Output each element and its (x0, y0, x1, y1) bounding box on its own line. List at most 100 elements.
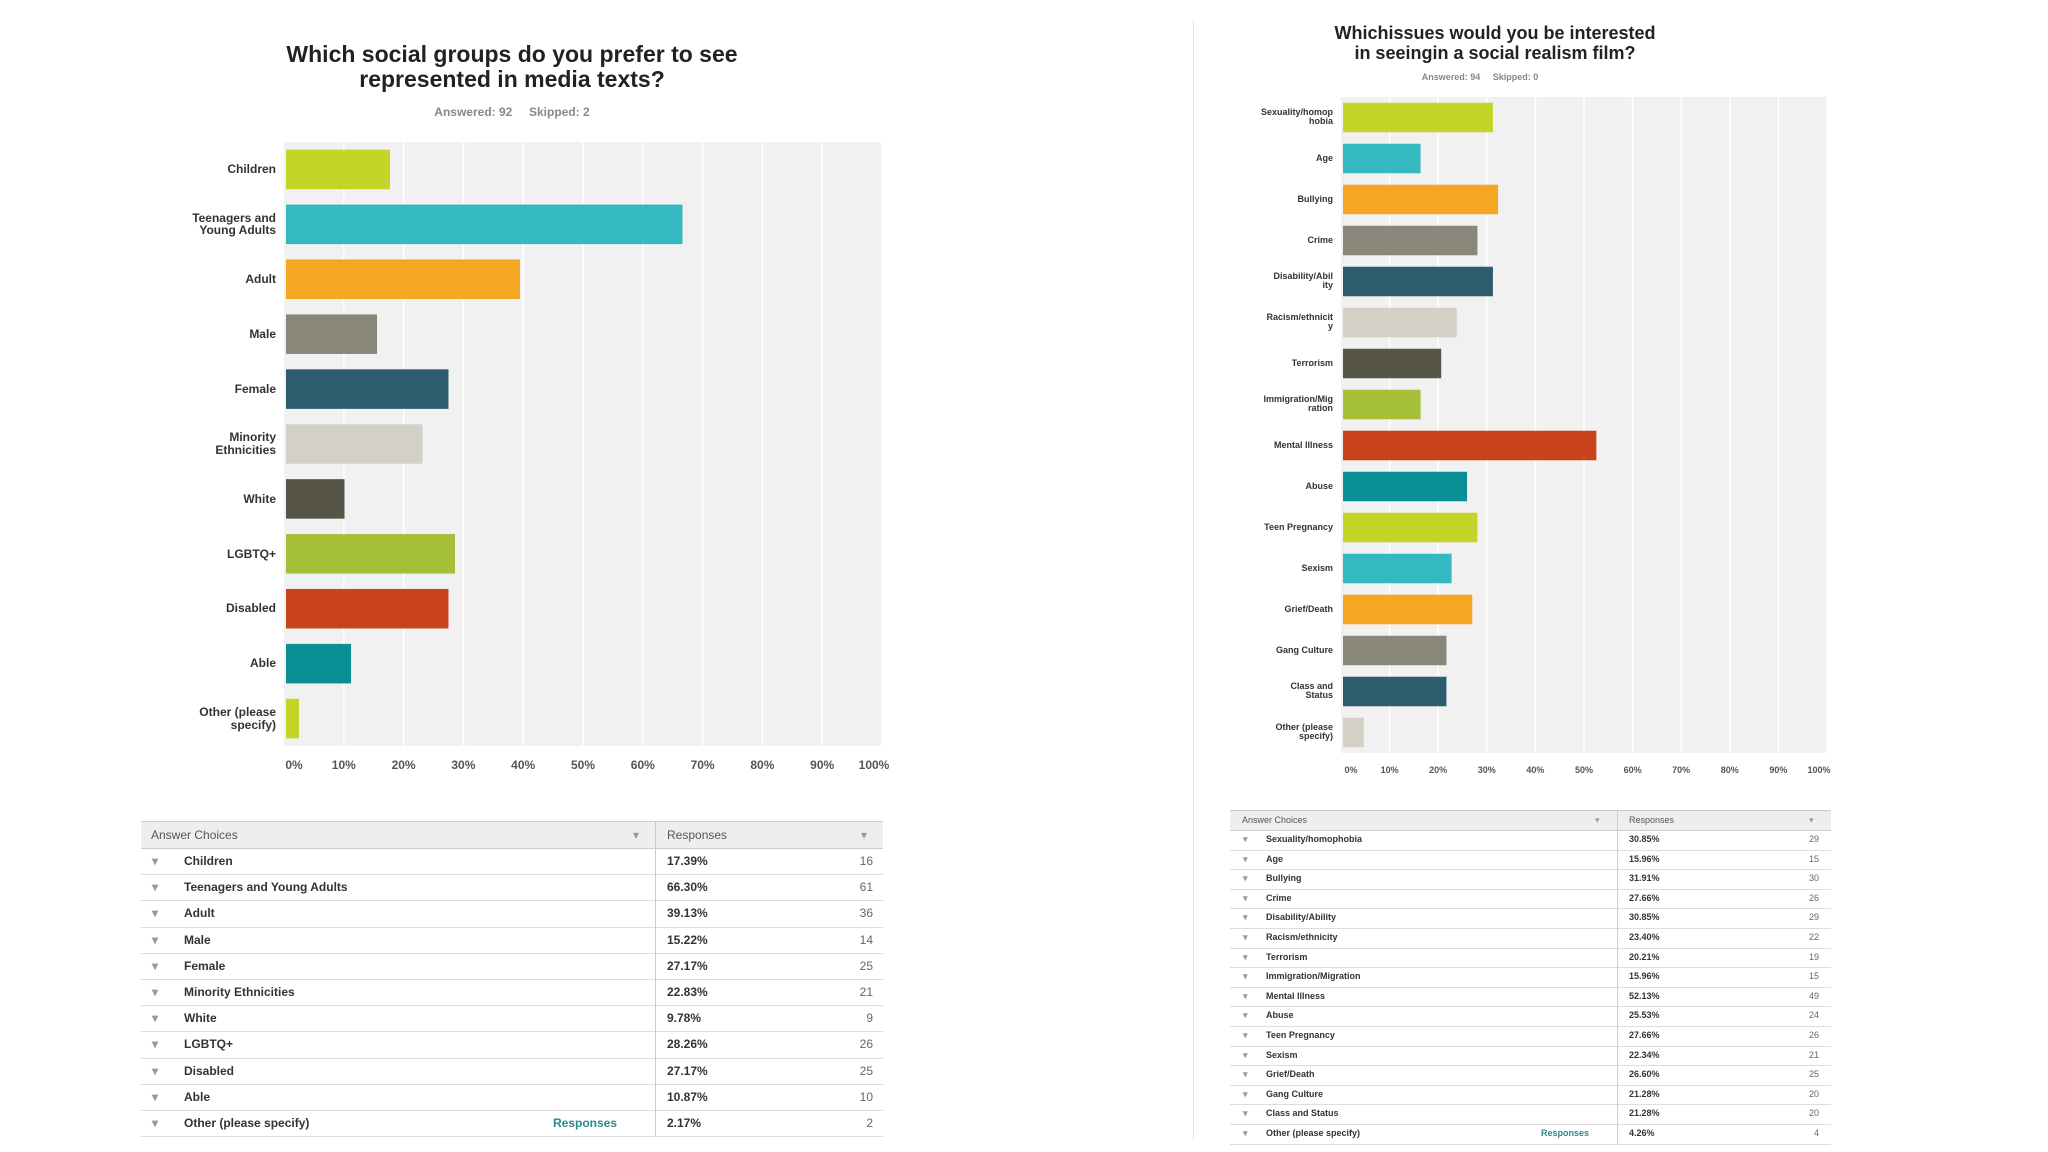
x-tick-label: 90% (810, 758, 835, 772)
x-tick-label: 60% (630, 758, 655, 772)
table-row: ▾ Crime 27.66% 26 (1230, 889, 1831, 910)
expand-caret-icon[interactable]: ▾ (1243, 971, 1248, 982)
answer-choice-label: Teenagers and Young Adults (184, 880, 348, 895)
bar-7 (1343, 389, 1421, 420)
x-tick-label: 90% (1769, 765, 1788, 775)
response-count: 26 (1808, 1030, 1819, 1040)
response-count: 19 (1808, 951, 1819, 962)
responses-link[interactable]: Responses (553, 1116, 618, 1130)
sort-caret-icon[interactable]: ▾ (633, 828, 640, 842)
x-tick-label: 40% (511, 758, 536, 772)
expand-caret-icon[interactable]: ▾ (152, 958, 159, 973)
x-tick-label: 60% (1623, 765, 1642, 775)
answer-choice-label: Sexuality/homophobia (1266, 834, 1363, 844)
response-count: 25 (859, 958, 873, 973)
table-row: ▾ Mental Illness 52.13% 49 (1230, 987, 1831, 1008)
responses-header[interactable]: Responses (667, 828, 728, 842)
response-percent: 21.28% (1629, 1088, 1660, 1099)
answer-choice-label: Other (please specify) (184, 1116, 310, 1130)
response-count: 4 (1813, 1128, 1819, 1138)
response-percent: 20.21% (1629, 951, 1660, 962)
table-row: ▾ Teen Pregnancy 27.66% 26 (1230, 1026, 1831, 1047)
expand-caret-icon[interactable]: ▾ (1243, 932, 1248, 942)
response-percent: 22.34% (1629, 1049, 1660, 1060)
expand-caret-icon[interactable]: ▾ (1243, 1049, 1248, 1060)
x-tick-label: 20% (391, 758, 416, 772)
answer-choice-label: White (184, 1011, 217, 1026)
table-row: ▾ LGBTQ+ 28.26% 26 (141, 1031, 883, 1059)
expand-caret-icon[interactable]: ▾ (152, 1089, 159, 1104)
expand-caret-icon[interactable]: ▾ (1243, 1010, 1248, 1021)
response-percent: 9.78% (667, 1011, 702, 1026)
category-label: Disabled (225, 601, 276, 616)
expand-caret-icon[interactable]: ▾ (1243, 990, 1248, 1001)
expand-caret-icon[interactable]: ▾ (1243, 853, 1248, 864)
category-label: Crime (1307, 234, 1333, 245)
category-label: Minority Ethnicities (215, 430, 276, 457)
category-label: Teenagers and Young Adults (192, 210, 276, 238)
expand-caret-icon[interactable]: ▾ (1243, 1069, 1248, 1080)
expand-caret-icon[interactable]: ▾ (152, 1116, 159, 1130)
expand-caret-icon[interactable]: ▾ (152, 1063, 159, 1078)
category-label: Gang Culture (1275, 644, 1333, 655)
x-tick-label: 0% (1344, 765, 1358, 775)
response-percent: 15.22% (667, 932, 708, 947)
expand-caret-icon[interactable]: ▾ (1243, 912, 1248, 923)
bar-1 (286, 204, 683, 245)
answer-choice-label: Terrorism (1266, 951, 1308, 962)
expand-caret-icon[interactable]: ▾ (152, 880, 159, 895)
sort-caret-icon[interactable]: ▾ (1809, 815, 1814, 825)
expand-caret-icon[interactable]: ▾ (152, 932, 159, 947)
category-label: Age (1315, 152, 1333, 163)
response-percent: 21.28% (1629, 1108, 1660, 1119)
response-percent: 23.40% (1629, 932, 1660, 942)
x-tick-label: 40% (1526, 765, 1545, 775)
answer-choices-header[interactable]: Answer Choices (151, 828, 238, 842)
bar-10 (286, 698, 299, 739)
column-separator (655, 822, 656, 1137)
answer-choices-header[interactable]: Answer Choices (1242, 815, 1308, 825)
table-row: ▾ Disability/Ability 30.85% 29 (1230, 908, 1831, 929)
category-label: Mental Illness (1273, 439, 1333, 450)
expand-caret-icon[interactable]: ▾ (152, 906, 159, 921)
table-row: ▾ Female 27.17% 25 (141, 953, 883, 980)
expand-caret-icon[interactable]: ▾ (1243, 951, 1248, 962)
response-count: 25 (859, 1063, 873, 1078)
expand-caret-icon[interactable]: ▾ (1243, 834, 1248, 844)
table-row: ▾ Sexism 22.34% 21 (1230, 1046, 1831, 1067)
table-row: ▾ Racism/ethnicity 23.40% 22 (1230, 928, 1831, 949)
bar-4 (286, 369, 449, 409)
expand-caret-icon[interactable]: ▾ (1243, 1030, 1248, 1040)
x-tick-label: 30% (1477, 765, 1496, 775)
sort-caret-icon[interactable]: ▾ (861, 828, 868, 842)
response-percent: 52.13% (1629, 990, 1660, 1001)
table-header: Answer Choices ▾ Responses ▾ (1230, 811, 1831, 831)
category-label: Adult (245, 271, 276, 286)
expand-caret-icon[interactable]: ▾ (152, 985, 159, 999)
panel-divider (1193, 20, 1194, 1140)
response-count: 36 (859, 906, 873, 921)
left-answer-table: Answer Choices ▾ Responses ▾ ▾ Children 17.39%… (141, 821, 883, 1138)
expand-caret-icon[interactable]: ▾ (152, 1011, 159, 1026)
expand-caret-icon[interactable]: ▾ (1243, 1128, 1248, 1138)
bar-8 (1343, 430, 1597, 461)
category-label: White (243, 491, 276, 506)
answer-choice-label: Other (please specify) (1266, 1128, 1361, 1138)
expand-caret-icon[interactable]: ▾ (1243, 892, 1248, 903)
answer-choice-label: Mental Illness (1266, 990, 1326, 1001)
table-row: ▾ Sexuality/homophobia 30.85% 29 (1230, 830, 1831, 851)
category-label: Disability/Abil ity (1273, 271, 1333, 291)
table-row: ▾ Teenagers and Young Adults 66.30% 61 (141, 874, 883, 902)
sort-caret-icon[interactable]: ▾ (1595, 815, 1600, 825)
expand-caret-icon[interactable]: ▾ (152, 1037, 159, 1052)
right-chart-stats: Answered: 94 Skipped: 0 (1360, 72, 1600, 82)
bar-9 (1343, 471, 1468, 502)
x-tick-label: 100% (858, 758, 890, 772)
responses-header[interactable]: Responses (1629, 815, 1675, 825)
response-percent: 25.53% (1629, 1010, 1660, 1021)
expand-caret-icon[interactable]: ▾ (1243, 873, 1248, 884)
responses-link[interactable]: Responses (1541, 1128, 1590, 1138)
expand-caret-icon[interactable]: ▾ (1243, 1108, 1248, 1119)
expand-caret-icon[interactable]: ▾ (152, 854, 159, 868)
expand-caret-icon[interactable]: ▾ (1243, 1088, 1248, 1099)
